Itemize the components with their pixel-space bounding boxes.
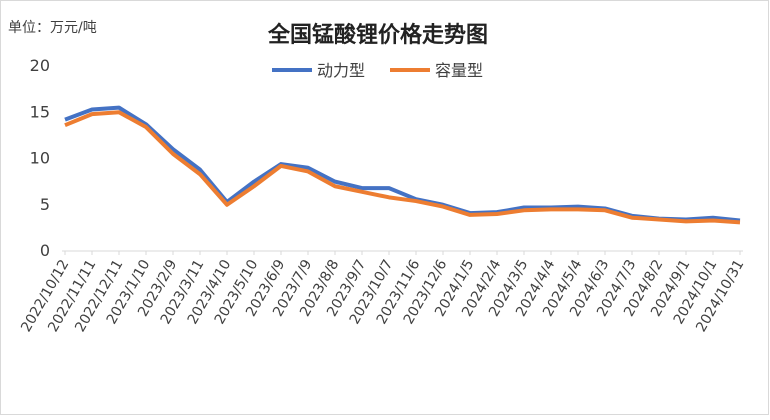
y-tick-label: 10	[30, 149, 50, 168]
legend: 动力型 容量型	[272, 61, 483, 80]
y-tick-label: 5	[40, 195, 50, 214]
legend-label: 动力型	[317, 61, 365, 80]
y-tick-label: 0	[40, 241, 50, 260]
chart-title: 全国锰酸锂价格走势图	[267, 22, 488, 48]
y-tick-label: 15	[30, 102, 50, 121]
y-tick-label: 20	[30, 56, 50, 75]
series-line	[64, 110, 741, 225]
unit-label: 单位：万元/吨	[8, 20, 97, 36]
legend-label: 容量型	[435, 61, 483, 80]
